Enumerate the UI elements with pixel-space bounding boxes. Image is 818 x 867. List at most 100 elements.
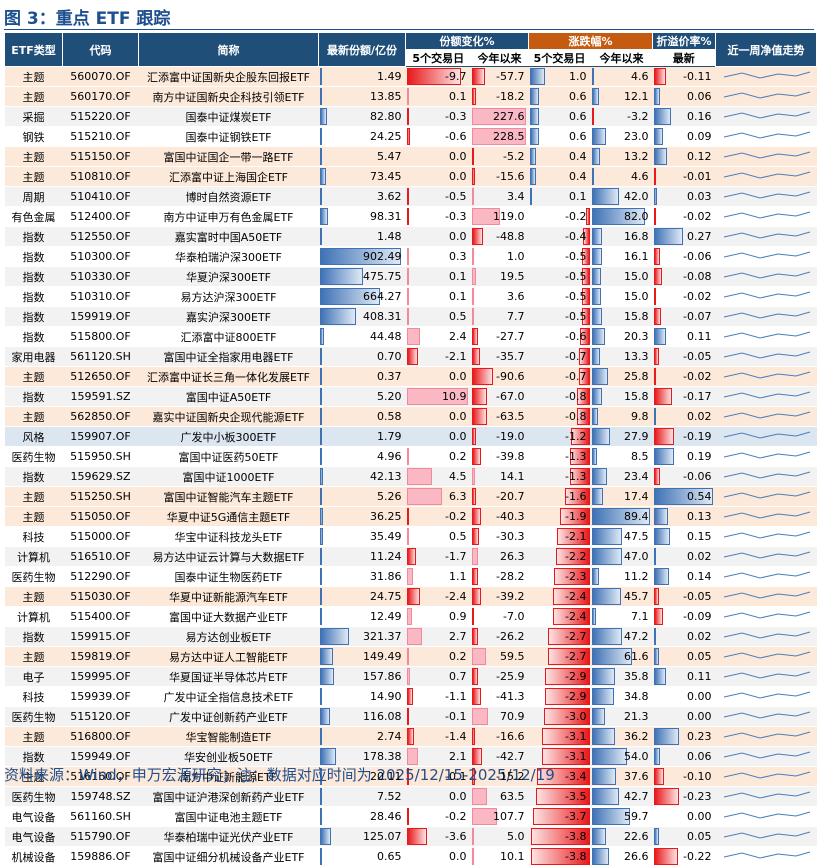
trend-line — [723, 271, 810, 279]
number-cell: -3.5 — [528, 786, 591, 807]
number-cell: 4.5 — [405, 466, 471, 487]
trend-line — [723, 471, 810, 479]
cell-value: 0.12 — [687, 150, 712, 163]
cell-value: -0.5 — [565, 270, 587, 283]
data-bar — [653, 88, 661, 105]
data-bar — [537, 768, 590, 785]
number-cell: -25.9 — [470, 666, 529, 687]
number-cell: 13.85 — [318, 86, 406, 107]
number-cell: 119.0 — [470, 206, 529, 227]
data-bar — [577, 388, 590, 405]
text-cell: 159591.SZ — [62, 386, 139, 407]
data-bar — [406, 188, 410, 205]
text-cell: 易方达中证云计算与大数据ETF — [138, 546, 319, 567]
text-cell: 嘉实富时中国A50ETF — [138, 226, 319, 247]
cell-value: 42.7 — [624, 790, 649, 803]
text-cell: 主题 — [4, 586, 63, 607]
data-bar — [591, 688, 615, 705]
data-bar — [406, 248, 409, 265]
text-cell: 电子 — [4, 666, 63, 687]
text-cell: 广发中证全指信息技术ETF — [138, 686, 319, 707]
number-cell: 15.8 — [590, 306, 653, 327]
number-cell: -2.7 — [528, 626, 591, 647]
cell-value: -0.06 — [683, 250, 712, 263]
data-bar — [406, 108, 409, 125]
number-cell: 4.6 — [590, 166, 653, 187]
cell-value: -0.05 — [683, 590, 712, 603]
data-bar — [319, 668, 334, 685]
data-bar — [406, 668, 411, 685]
cell-value: 0.02 — [687, 550, 712, 563]
data-bar — [471, 68, 486, 85]
data-bar — [653, 608, 664, 625]
cell-value: 0.0 — [449, 410, 467, 423]
number-cell: 0.05 — [652, 826, 716, 847]
table-row: 医药生物 512290.OF 国泰中证生物医药ETF 31.86 1.1 -28.2 -2.… — [4, 566, 817, 587]
text-cell: 有色金属 — [4, 206, 63, 227]
number-cell: 9.8 — [590, 406, 653, 427]
cell-value: -0.2 — [565, 210, 587, 223]
trend-sparkline — [723, 851, 810, 859]
data-bar — [471, 308, 474, 325]
data-bar — [591, 608, 597, 625]
number-cell: -57.7 — [470, 66, 529, 87]
data-bar — [471, 188, 474, 205]
cell-value: -2.9 — [565, 670, 587, 683]
cell-value: 0.37 — [377, 370, 402, 383]
number-cell: 0.00 — [652, 686, 716, 707]
number-cell: -27.7 — [470, 326, 529, 347]
trend-sparkline — [723, 271, 810, 279]
number-cell: -0.1 — [405, 706, 471, 727]
data-bar — [471, 228, 484, 245]
cell-value: 1.0 — [569, 70, 587, 83]
number-cell: 116.08 — [318, 706, 406, 727]
number-cell: 0.11 — [652, 666, 716, 687]
data-bar — [471, 648, 486, 665]
text-cell: 电气设备 — [4, 806, 63, 827]
data-bar — [545, 688, 590, 705]
number-cell: -0.23 — [652, 786, 716, 807]
number-cell: -0.09 — [652, 606, 716, 627]
trend-cell — [715, 266, 817, 287]
data-bar — [471, 628, 478, 645]
number-cell: 1.1 — [405, 566, 471, 587]
number-cell: -3.7 — [528, 806, 591, 827]
cell-value: 70.9 — [500, 710, 525, 723]
text-cell: 医药生物 — [4, 786, 63, 807]
cell-value: 31.86 — [370, 570, 402, 583]
table-row: 主题 159819.OF 易方达中证人工智能ETF 149.49 0.2 59.5 -2.7… — [4, 646, 817, 667]
cell-value: 5.26 — [377, 490, 402, 503]
cell-value: -3.8 — [565, 830, 587, 843]
data-bar — [591, 748, 627, 765]
data-bar — [406, 388, 468, 405]
number-cell: 35.49 — [318, 526, 406, 547]
cell-value: 0.0 — [449, 170, 467, 183]
number-cell: 11.24 — [318, 546, 406, 567]
data-bar — [319, 688, 322, 705]
cell-value: -0.7 — [565, 350, 587, 363]
data-bar — [406, 688, 413, 705]
data-bar — [471, 728, 476, 745]
cell-value: -0.10 — [683, 770, 712, 783]
data-bar — [571, 428, 590, 445]
number-cell: 107.7 — [470, 806, 529, 827]
trend-cell — [715, 326, 817, 347]
table-row: 有色金属 512400.OF 南方中证申万有色金属ETF 98.31 -0.3 119.0… — [4, 206, 817, 227]
data-bar — [471, 208, 500, 225]
text-cell: 指数 — [4, 626, 63, 647]
data-bar — [406, 568, 413, 585]
text-cell: 家用电器 — [4, 346, 63, 367]
cell-value: 17.4 — [624, 490, 649, 503]
trend-cell — [715, 366, 817, 387]
cell-value: 14.1 — [500, 470, 525, 483]
cell-value: -3.4 — [565, 770, 587, 783]
trend-cell — [715, 646, 817, 667]
data-bar — [569, 468, 590, 485]
cell-value: 157.86 — [363, 670, 402, 683]
cell-value: 16.1 — [624, 250, 649, 263]
data-bar — [545, 668, 590, 685]
cell-value: -0.22 — [683, 850, 712, 863]
text-cell: 易方达沪深300ETF — [138, 286, 319, 307]
data-bar — [319, 488, 322, 505]
data-bar — [319, 248, 402, 265]
